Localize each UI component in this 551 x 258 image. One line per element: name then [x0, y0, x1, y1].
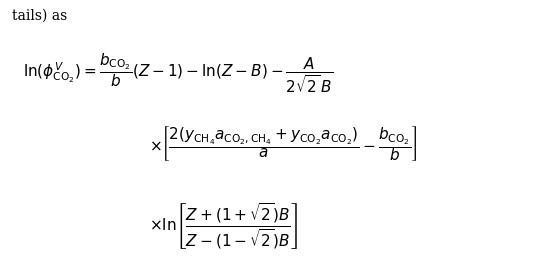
- Text: $\times\left[\dfrac{2(y_{\mathrm{CH}_4}a_{\mathrm{CO}_2,\mathrm{CH}_4} + y_{\mat: $\times\left[\dfrac{2(y_{\mathrm{CH}_4}a…: [149, 124, 418, 163]
- Text: $\ln(\phi^{V}_{\mathrm{CO}_2}) = \dfrac{b_{\mathrm{CO}_2}}{b}(Z-1) - \ln(Z-B) - : $\ln(\phi^{V}_{\mathrm{CO}_2}) = \dfrac{…: [23, 52, 334, 95]
- Text: tails) as: tails) as: [12, 8, 68, 22]
- Text: $\times \ln\!\left[\dfrac{Z+(1+\sqrt{2})B}{Z-(1-\sqrt{2})B}\right]$: $\times \ln\!\left[\dfrac{Z+(1+\sqrt{2})…: [149, 202, 299, 253]
